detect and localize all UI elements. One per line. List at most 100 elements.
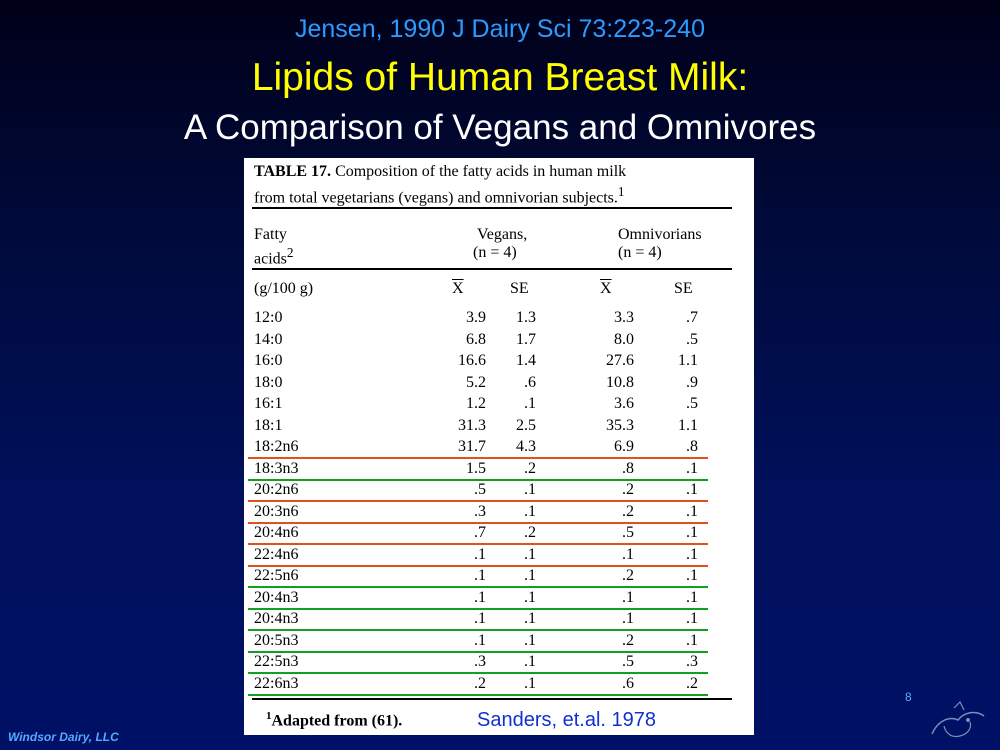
vegans-mean-cell: 3.9 — [466, 309, 486, 326]
col-fatty-acids: Fatty acids2 — [254, 226, 294, 268]
omni-mean-cell: 10.8 — [606, 373, 634, 391]
table-row: 20:4n3 .1 .1 .1 .1 — [244, 609, 754, 630]
vegans-se-cell: 1.7 — [516, 330, 536, 348]
fatty-acid-cell: 16:0 — [254, 352, 283, 369]
omni-se-cell: .5 — [686, 395, 698, 412]
omni-mean-cell: .8 — [622, 459, 634, 477]
omni-se-cell: .7 — [686, 309, 698, 326]
omega6-underline — [248, 543, 708, 545]
footnote-sup: 1 — [266, 710, 272, 722]
col-vegans: Vegans, (n = 4) — [473, 226, 553, 262]
fatty-acid-cell: 18:2n6 — [254, 438, 299, 455]
fatty-acid-cell: 18:1 — [254, 416, 283, 434]
table-row: 22:6n3 .2 .1 .6 .2 — [244, 674, 754, 695]
vegans-label: Vegans, — [477, 226, 528, 243]
omni-mean-cell: .5 — [622, 653, 634, 670]
vegans-mean-cell: 31.7 — [458, 438, 486, 455]
omni-se-cell: .1 — [686, 502, 698, 520]
omega3-underline — [248, 478, 708, 481]
table-row: 18:2n6 31.7 4.3 6.9 .8 — [244, 437, 754, 458]
vegans-mean-cell: 5.2 — [466, 373, 486, 391]
units-label: (g/100 g) — [254, 280, 314, 297]
omni-mean-cell: .2 — [622, 631, 634, 649]
table-row: 20:4n6 .7 .2 .5 .1 — [244, 523, 754, 544]
footnote: 1Adapted from (61). — [266, 710, 402, 730]
omni-se-header: SE — [674, 280, 693, 297]
table-row: 20:3n6 .3 .1 .2 .1 — [244, 502, 754, 523]
vegans-se-cell: .2 — [524, 524, 536, 541]
caption-line2: from total vegetarians (vegans) and omni… — [254, 189, 618, 207]
omni-label: Omnivorians — [618, 226, 702, 243]
vegans-se-cell: .1 — [524, 395, 536, 412]
omni-se-cell: .2 — [686, 674, 698, 692]
vegans-se-cell: .2 — [524, 459, 536, 477]
vegans-mean-cell: .3 — [474, 502, 486, 520]
table-row: 22:4n6 .1 .1 .1 .1 — [244, 545, 754, 566]
table-row: 20:2n6 .5 .1 .2 .1 — [244, 480, 754, 501]
vegans-se-cell: .1 — [524, 588, 536, 606]
vegans-mean-cell: .1 — [474, 545, 486, 563]
vegans-se-cell: .1 — [524, 545, 536, 563]
vegans-se-cell: 4.3 — [516, 438, 536, 455]
fatty-acid-cell: 18:0 — [254, 373, 283, 391]
vegans-se-cell: .1 — [524, 567, 536, 584]
vegans-se-cell: .1 — [524, 631, 536, 649]
omni-mean-cell: .1 — [622, 588, 634, 606]
omni-mean-cell: 35.3 — [606, 416, 634, 434]
cow-sketch-logo — [931, 700, 985, 738]
vegans-mean-cell: .1 — [474, 631, 486, 649]
vegans-se-cell: 1.4 — [516, 352, 536, 369]
caption-line1: Composition of the fatty acids in human … — [335, 163, 627, 180]
omega6-underline — [248, 500, 708, 502]
vegans-mean-cell: 6.8 — [466, 330, 486, 348]
vegans-se-cell: .1 — [524, 653, 536, 670]
table-row: 18:3n3 1.5 .2 .8 .1 — [244, 459, 754, 480]
caption-label: TABLE 17. — [254, 163, 332, 180]
table-row: 18:1 31.3 2.5 35.3 1.1 — [244, 416, 754, 437]
omni-se-cell: .8 — [686, 438, 698, 455]
vegans-mean-cell: 1.5 — [466, 459, 486, 477]
omni-se-cell: .1 — [686, 459, 698, 477]
table-row: 14:0 6.8 1.7 8.0 .5 — [244, 330, 754, 351]
fatty-acid-cell: 22:4n6 — [254, 545, 299, 563]
omni-se-cell: .1 — [686, 481, 698, 498]
omni-se-cell: 1.1 — [678, 352, 698, 369]
fatty-acid-cell: 18:3n3 — [254, 459, 299, 477]
omni-mean-cell: 3.6 — [614, 395, 634, 412]
vegans-n: (n = 4) — [473, 244, 517, 261]
vegans-mean-cell: .3 — [474, 653, 486, 670]
vegans-se-cell: .6 — [524, 373, 536, 391]
omni-se-cell: .1 — [686, 545, 698, 563]
fatty-acid-cell: 20:4n3 — [254, 588, 299, 606]
omni-se-cell: .9 — [686, 373, 698, 391]
caption-sup: 1 — [617, 184, 625, 199]
vegans-mean-cell: .7 — [474, 524, 486, 541]
omni-mean-cell: 8.0 — [614, 330, 634, 348]
omega6-underline — [248, 457, 708, 459]
omni-mean-cell: .2 — [622, 502, 634, 520]
vegans-mean-cell: .1 — [474, 610, 486, 627]
col-fatty-line2: acids — [254, 250, 287, 268]
omni-mean-cell: 3.3 — [614, 309, 634, 326]
col-fatty-line1: Fatty — [254, 226, 287, 243]
omega6-underline — [248, 564, 708, 567]
omega3-underline — [248, 586, 708, 588]
header-rule — [252, 268, 732, 270]
omni-se-cell: .1 — [686, 588, 698, 606]
omni-se-cell: .3 — [686, 653, 698, 670]
omni-mean-cell: .6 — [622, 674, 634, 692]
vegans-se-cell: .1 — [524, 674, 536, 692]
omni-mean-cell: .2 — [622, 567, 634, 584]
vegans-mean-header: X — [452, 280, 464, 297]
col-fatty-sup: 2 — [286, 245, 294, 260]
fatty-acid-cell: 16:1 — [254, 395, 283, 412]
table-scan: TABLE 17. Composition of the fatty acids… — [244, 158, 754, 735]
omega3-underline — [248, 693, 708, 696]
table-row: 18:0 5.2 .6 10.8 .9 — [244, 373, 754, 394]
table-row: 20:4n3 .1 .1 .1 .1 — [244, 588, 754, 609]
omega6-underline — [248, 521, 708, 524]
vegans-mean-cell: .5 — [474, 481, 486, 498]
omni-se-cell: .1 — [686, 524, 698, 541]
fatty-acid-cell: 22:5n6 — [254, 567, 299, 584]
vegans-se-cell: 2.5 — [516, 416, 536, 434]
